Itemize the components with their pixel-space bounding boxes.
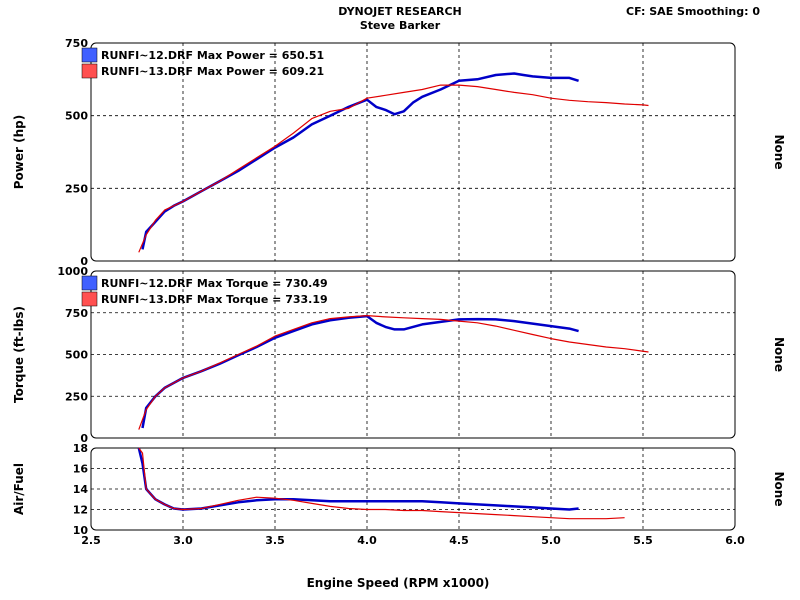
power-right-label: None bbox=[772, 135, 786, 170]
power-ytick-label: 0 bbox=[80, 255, 88, 268]
torque-legend-swatch bbox=[81, 275, 98, 291]
power-legend-swatch bbox=[81, 47, 98, 63]
airfuel-grid bbox=[91, 448, 735, 530]
torque-legend-label: RUNFI~12.DRF Max Torque = 730.49 bbox=[101, 277, 328, 290]
torque-ytick-label: 0 bbox=[80, 432, 88, 445]
xtick-label: 2.5 bbox=[81, 534, 101, 547]
torque-legend-label: RUNFI~13.DRF Max Torque = 733.19 bbox=[101, 293, 328, 306]
power-series-run13-line bbox=[138, 84, 649, 253]
airfuel-right-label: None bbox=[772, 472, 786, 507]
torque-series-run13-line bbox=[138, 315, 649, 430]
power-legend-label: RUNFI~12.DRF Max Power = 650.51 bbox=[101, 49, 324, 62]
chart-title: DYNOJET RESEARCH bbox=[338, 5, 462, 18]
xtick-label: 5.5 bbox=[633, 534, 653, 547]
correction-factor-info: CF: SAE Smoothing: 0 bbox=[626, 5, 760, 18]
airfuel-series-run13-line bbox=[138, 447, 625, 520]
torque-ylabel: Torque (ft-lbs) bbox=[12, 306, 26, 403]
xtick-label: 5.0 bbox=[541, 534, 561, 547]
chart-subtitle: Steve Barker bbox=[359, 19, 441, 32]
power-legend-label: RUNFI~13.DRF Max Power = 609.21 bbox=[101, 65, 324, 78]
power-ytick-label: 500 bbox=[65, 110, 88, 123]
torque-ytick-label: 250 bbox=[65, 390, 88, 403]
xtick-label: 3.0 bbox=[173, 534, 193, 547]
power-grid bbox=[91, 43, 735, 261]
torque-ytick-label: 750 bbox=[65, 307, 88, 320]
torque-legend-swatch bbox=[81, 291, 98, 307]
airfuel-ytick-label: 14 bbox=[73, 483, 89, 496]
power-ytick-label: 250 bbox=[65, 182, 88, 195]
xtick-label: 3.5 bbox=[265, 534, 285, 547]
power-legend-swatch bbox=[81, 63, 98, 79]
xaxis-label: Engine Speed (RPM x1000) bbox=[307, 576, 490, 590]
airfuel-ytick-label: 18 bbox=[73, 442, 88, 455]
airfuel-ytick-label: 16 bbox=[73, 463, 89, 476]
torque-ytick-label: 500 bbox=[65, 349, 88, 362]
power-panel-frame bbox=[90, 42, 736, 262]
airfuel-ylabel: Air/Fuel bbox=[12, 463, 26, 515]
power-ylabel: Power (hp) bbox=[12, 115, 26, 189]
airfuel-ytick-label: 12 bbox=[73, 504, 88, 517]
power-ytick-label: 750 bbox=[65, 37, 88, 50]
airfuel-ytick-label: 10 bbox=[73, 524, 89, 537]
torque-ytick-label: 1000 bbox=[57, 265, 88, 278]
xtick-label: 4.0 bbox=[357, 534, 377, 547]
xtick-label: 4.5 bbox=[449, 534, 469, 547]
xtick-label: 6.0 bbox=[725, 534, 745, 547]
torque-right-label: None bbox=[772, 337, 786, 372]
torque-grid bbox=[91, 271, 735, 438]
